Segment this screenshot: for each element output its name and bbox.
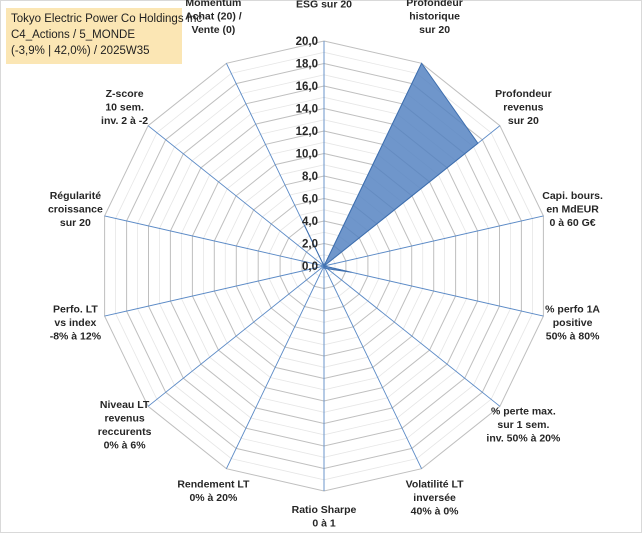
axis-label: Volatilité LT inversée 40% à 0% [406,479,465,518]
axis-label-line: ESG sur 20 [296,0,352,11]
axis-label-line: Capi. bours. [542,190,603,202]
radar-spoke [225,265,325,469]
tick-label: 12,0 [296,126,318,138]
axis-label: % perte max. sur 1 sem. inv. 50% à 20% [486,406,561,445]
axis-label-line: Niveau LT [100,399,150,411]
axis-label-line: Momentum [185,0,241,9]
tick-label: 2,0 [302,239,318,251]
axis-label: Rendement LT 0% à 20% [177,479,250,505]
axis-label-line: revenus [503,101,543,113]
axis-label-line: inv. 50% à 20% [486,433,561,445]
radar-spoke [147,265,325,407]
axis-label-line: sur 1 sem. [497,419,549,431]
axis-label-line: 0% à 6% [104,440,147,452]
axis-label: NoteESG sur 20 [296,0,352,11]
axis-label-line: 0 à 60 G€ [550,217,596,229]
axis-label: % perfo 1A positive 50% à 80% [545,304,600,343]
axis-label-line: sur 20 [60,217,91,229]
axis-label-line: Achat (20) / [185,10,242,22]
tick-label: 6,0 [302,194,318,206]
axis-label: Perfo. LT vs index -8% à 12% [50,304,102,343]
axis-label: Capi. bours. en MdEUR 0 à 60 G€ [542,190,603,229]
radar-spoke [147,125,325,267]
axis-label: Régularité croissance sur 20 [48,190,103,229]
axis-label-line: -8% à 12% [50,331,102,343]
tick-label: 8,0 [302,171,318,183]
tick-label: 16,0 [296,81,318,93]
axis-label-line: revenus [104,413,144,425]
radar-spoke [323,265,423,469]
title-line-1: Tokyo Electric Power Co Holdings Inc [11,13,203,25]
axis-label-line: inv. 2 à -2 [101,115,148,127]
radar-spoke [323,265,544,317]
axis-label-line: Profondeur [406,0,463,9]
radar-spoke [323,265,501,407]
tick-label: 14,0 [296,104,318,116]
axis-label-line: inversée [413,492,456,504]
axis-label-line: reccurents [98,426,152,438]
axis-label-line: sur 20 [508,115,539,127]
tick-label: 4,0 [302,216,318,228]
axis-label: Momentum Achat (20) / Vente (0) [185,0,242,36]
radar-spoke [323,215,544,267]
axis-label-line: vs index [54,317,96,329]
axis-label: Z-score 10 sem. inv. 2 à -2 [101,88,148,127]
axis-label-line: Perfo. LT [53,304,98,316]
axis-label-line: Z-score [106,88,144,100]
axis-label-line: positive [553,317,593,329]
axis-label-line: % perfo 1A [545,304,600,316]
axis-label-line: Vente (0) [192,24,236,36]
axis-label-line: Profondeur [495,88,552,100]
axis-label: Niveau LT revenus reccurents 0% à 6% [98,399,152,452]
axis-label-line: 0% à 20% [189,492,238,504]
radar-spoke [104,265,325,317]
axis-label-line: historique [409,10,460,22]
chart-title-box: Tokyo Electric Power Co Holdings Inc C4_… [6,8,203,64]
title-line-2: C4_Actions / 5_MONDE [11,29,135,41]
radial-tick-labels: 0,0 2,0 4,0 6,0 8,0 10,0 12,0 14,0 16,0 18,0 20,0 [296,36,318,273]
axis-label-line: 0 à 1 [312,518,336,530]
axis-label-line: % perte max. [491,406,556,418]
tick-label: 0,0 [302,261,318,273]
axis-label-line: en MdEUR [546,204,599,216]
axis-label-line: croissance [48,204,103,216]
axis-label: Profondeur revenus sur 20 [495,88,552,127]
axis-label-line: 50% à 80% [546,331,600,343]
axis-label: Profondeur historique sur 20 [406,0,463,36]
series-area [304,62,479,273]
axis-label-line: Rendement LT [177,479,250,491]
radar-series [304,62,479,273]
axis-label: Ratio Sharpe 0 à 1 [292,504,357,530]
tick-label: 20,0 [296,36,318,48]
title-line-3: (-3,9% | 42,0%) / 2025W35 [11,45,150,57]
tick-label: 10,0 [296,149,318,161]
radar-spoke [104,215,325,267]
axis-label-line: sur 20 [419,24,450,36]
axis-label-line: Volatilité LT [406,479,465,491]
tick-label: 18,0 [296,59,318,71]
axis-label-line: 40% à 0% [411,506,460,518]
axis-label-line: 10 sem. [105,101,144,113]
axis-label-line: Régularité [50,190,102,202]
axis-label-line: Ratio Sharpe [292,504,357,516]
